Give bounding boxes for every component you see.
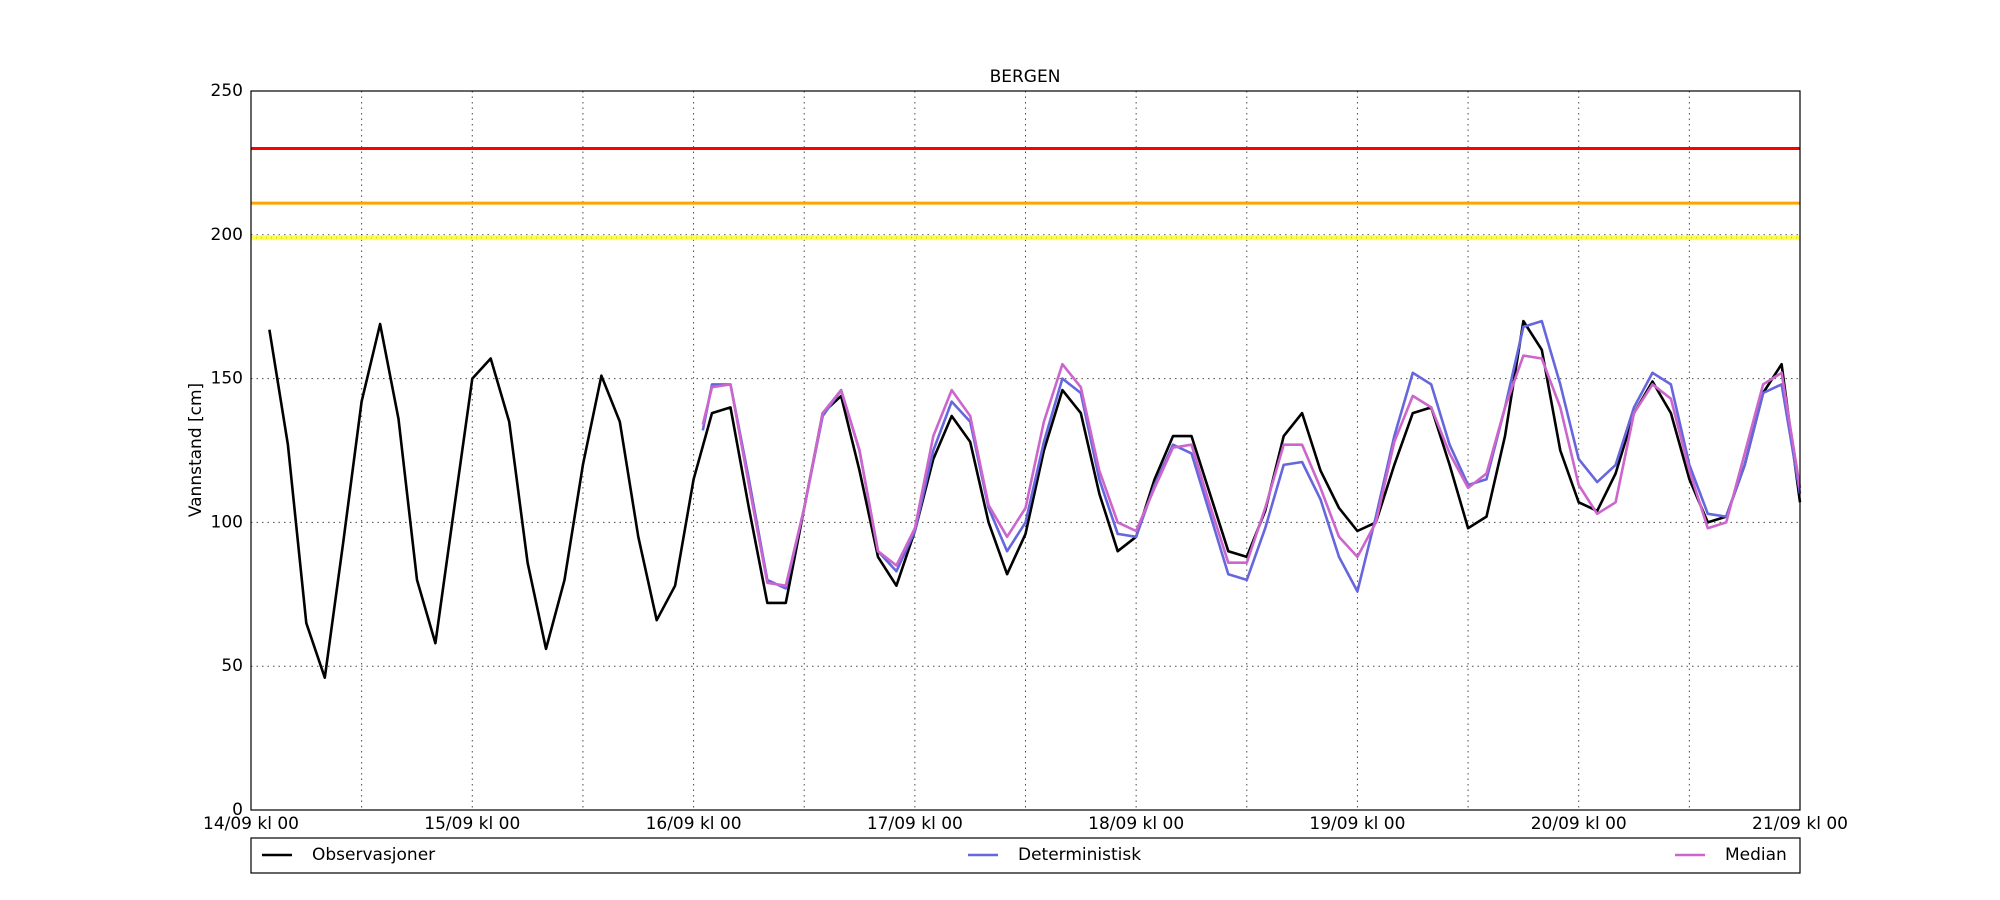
chart-title: BERGEN — [990, 67, 1061, 87]
x-tick-label: 15/09 kl 00 — [424, 814, 520, 834]
x-tick-label: 21/09 kl 00 — [1752, 814, 1848, 834]
legend-box — [250, 837, 1801, 874]
x-tick-label: 18/09 kl 00 — [1088, 814, 1184, 834]
x-tick-label: 17/09 kl 00 — [867, 814, 963, 834]
legend-label: Deterministisk — [1018, 845, 1141, 865]
y-tick-label: 100 — [211, 512, 243, 532]
y-tick-label: 200 — [211, 225, 243, 245]
y-tick-label: 50 — [221, 656, 243, 676]
y-tick-label: 150 — [211, 369, 243, 389]
legend-label: Observasjoner — [312, 845, 435, 865]
x-tick-label: 14/09 kl 00 — [203, 814, 299, 834]
y-axis-label: Vannstand [cm] — [186, 383, 206, 517]
series-line — [701, 354, 1802, 587]
x-tick-label: 19/09 kl 00 — [1309, 814, 1405, 834]
y-tick-label: 250 — [211, 81, 243, 101]
x-tick-label: 20/09 kl 00 — [1531, 814, 1627, 834]
y-tick-label: 0 — [232, 800, 243, 820]
x-tick-label: 16/09 kl 00 — [646, 814, 742, 834]
plot-frame — [250, 90, 1801, 811]
legend-label: Median — [1725, 845, 1787, 865]
